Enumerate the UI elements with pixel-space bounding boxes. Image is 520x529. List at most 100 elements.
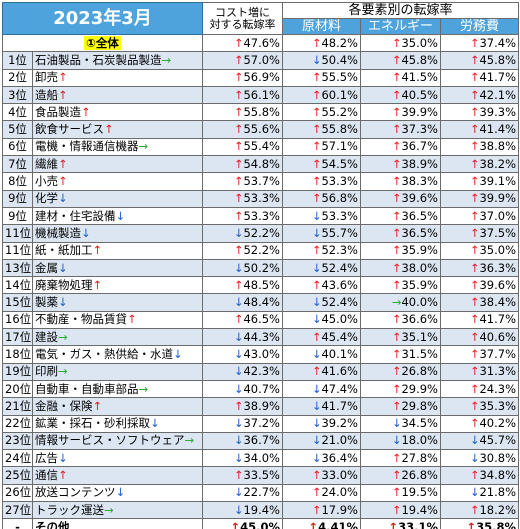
cost-rate-value: 37.2%: [243, 416, 280, 431]
labor-rate-cell: ↑45.8%: [439, 51, 520, 70]
industry-cell: 造船↑: [32, 85, 203, 105]
labor-rate-cell: ↑41.4%: [439, 120, 520, 139]
raw-rate-cell: ↑17.9%: [282, 501, 361, 520]
total-labor-value: 37.4%: [479, 35, 517, 50]
up-arrow-icon: ↑: [469, 243, 480, 258]
cost-rate-cell: ↓19.4%: [202, 501, 283, 520]
energy-rate-cell: ↑29.9%: [360, 379, 441, 399]
industry-name: 情報サービス・ソフトウェア: [35, 433, 185, 448]
industry-name: 紙・紙加工: [35, 243, 93, 258]
trend-down-arrow-icon: ↓: [58, 450, 68, 465]
trend-up-arrow-icon: ↑: [92, 277, 103, 292]
down-arrow-icon: ↓: [233, 329, 244, 344]
down-arrow-icon: ↓: [391, 433, 402, 448]
raw-rate-value: 36.4%: [321, 450, 358, 465]
industry-name: 金融・保険: [35, 398, 93, 413]
down-arrow-icon: ↓: [311, 208, 322, 223]
raw-rate-cell: ↑54.5%: [282, 155, 361, 174]
trend-right-arrow-icon: →: [161, 52, 172, 67]
raw-rate-value: 45.4%: [321, 329, 358, 344]
energy-rate-value: 41.5%: [401, 70, 438, 85]
up-arrow-icon: ↑: [391, 191, 402, 206]
cost-rate-value: 36.7%: [243, 433, 280, 448]
raw-rate-cell: ↓39.2%: [282, 414, 361, 433]
energy-rate-cell: ↑36.7%: [360, 137, 441, 157]
energy-rate-cell: ↓18.0%: [360, 431, 441, 451]
down-arrow-icon: ↓: [233, 346, 244, 361]
cost-rate-cell: ↑55.8%: [202, 103, 283, 122]
total-label: ①全体: [84, 35, 121, 50]
raw-rate-value: 4.41%: [318, 519, 358, 529]
table-row: 9位 建材・住宅設備↓ ↑53.3% ↓53.3% ↑36.5% ↑37.0%: [2, 206, 520, 226]
labor-rate-cell: ↑42.1%: [439, 85, 520, 105]
up-arrow-icon: ↑: [391, 277, 402, 292]
up-arrow-icon: ↑: [311, 191, 322, 206]
rank-cell: 20位: [2, 379, 33, 399]
cost-rate-value: 55.8%: [243, 104, 280, 119]
up-arrow-icon: ↑: [469, 122, 480, 137]
energy-rate-cell: ↑26.8%: [360, 466, 441, 485]
energy-rate-value: 19.4%: [401, 502, 438, 517]
down-arrow-icon: ↓: [233, 416, 244, 431]
down-arrow-icon: ↓: [311, 260, 322, 275]
raw-rate-value: 39.2%: [321, 416, 358, 431]
energy-rate-cell: ↑37.3%: [360, 120, 441, 139]
up-arrow-icon: ↑: [391, 35, 402, 50]
industry-cell: 機械製造↓: [32, 224, 203, 243]
labor-rate-cell: ↑36.3%: [439, 258, 520, 278]
trend-right-arrow-icon: →: [58, 329, 68, 344]
energy-rate-cell: ↑35.9%: [360, 241, 441, 260]
labor-rate-value: 35.8%: [476, 519, 517, 529]
trend-up-arrow-icon: ↑: [92, 243, 103, 258]
industry-cell: 小売↑: [32, 172, 203, 191]
trend-up-arrow-icon: ↑: [58, 70, 68, 85]
up-arrow-icon: ↑: [311, 104, 322, 119]
energy-rate-value: 38.9%: [401, 156, 438, 171]
raw-rate-value: 21.0%: [321, 433, 358, 448]
down-arrow-icon: ↓: [469, 485, 480, 500]
up-arrow-icon: ↑: [311, 35, 322, 50]
cost-rate-value: 34.0%: [243, 450, 280, 465]
table-row: 21位 金融・保険↑ ↑38.9% ↓41.7% ↑29.8% ↑35.3%: [2, 397, 520, 416]
table-row: - その他 ↑45.0% ↑4.41% ↑33.1% ↑35.8%: [2, 518, 520, 529]
cost-header-line1: コスト増に: [215, 5, 270, 19]
labor-rate-cell: ↑24.3%: [439, 379, 520, 399]
table-row: 20位 自動車・自動車部品→ ↓40.7% ↓47.4% ↑29.9% ↑24.3%: [2, 379, 520, 399]
down-arrow-icon: ↓: [311, 346, 322, 361]
labor-rate-cell: ↑38.4%: [439, 293, 520, 312]
table-row: 6位 電機・情報通信機器→ ↑55.4% ↑57.1% ↑36.7% ↑38.8%: [2, 137, 520, 157]
industry-name: 製薬: [35, 295, 58, 310]
energy-rate-cell: ↓34.5%: [360, 414, 441, 433]
up-arrow-icon: ↑: [466, 519, 477, 529]
cost-rate-cell: ↑33.5%: [202, 466, 283, 485]
cost-rate-value: 46.5%: [243, 312, 280, 327]
industry-name: トラック運送: [35, 502, 104, 517]
rank-cell: 22位: [2, 414, 33, 433]
labor-rate-cell: ↑34.8%: [439, 466, 520, 485]
industry-cell: トラック運送→: [32, 501, 203, 520]
down-arrow-icon: ↓: [233, 260, 244, 275]
energy-rate-cell: ↑36.5%: [360, 224, 441, 243]
energy-rate-cell: ↑36.5%: [360, 206, 441, 226]
header-row-2: 原材料 エネルギー 労務費: [3, 18, 520, 35]
trend-right-arrow-icon: →: [138, 381, 149, 396]
industry-cell: 電機・情報通信機器→: [32, 137, 203, 157]
industry-name: 広告: [35, 450, 58, 465]
down-arrow-icon: ↓: [469, 450, 480, 465]
up-arrow-icon: ↑: [469, 139, 480, 154]
table-row: 2位 卸売↑ ↑56.9% ↑55.5% ↑41.5% ↑41.7%: [2, 68, 520, 87]
up-arrow-icon: ↑: [311, 70, 322, 85]
energy-rate-value: 19.5%: [401, 485, 438, 500]
up-arrow-icon: ↑: [311, 156, 322, 171]
up-arrow-icon: ↑: [233, 87, 244, 102]
industry-name: 金属: [35, 260, 58, 275]
table-row: 14位 廃棄物処理↑ ↑48.5% ↑43.6% ↑35.9% ↑39.6%: [2, 276, 520, 295]
labor-rate-cell: ↓21.8%: [439, 483, 520, 503]
energy-rate-cell: ↑26.8%: [360, 362, 441, 381]
energy-rate-value: 36.5%: [401, 208, 438, 223]
table-row: 7位 繊維↑ ↑54.8% ↑54.5% ↑38.9% ↑38.2%: [2, 155, 520, 174]
cost-rate-value: 55.4%: [243, 139, 280, 154]
up-arrow-icon: ↑: [233, 277, 244, 292]
industry-cell: 不動産・物品賃貸↑: [32, 310, 203, 330]
raw-rate-cell: ↓36.4%: [282, 449, 361, 468]
